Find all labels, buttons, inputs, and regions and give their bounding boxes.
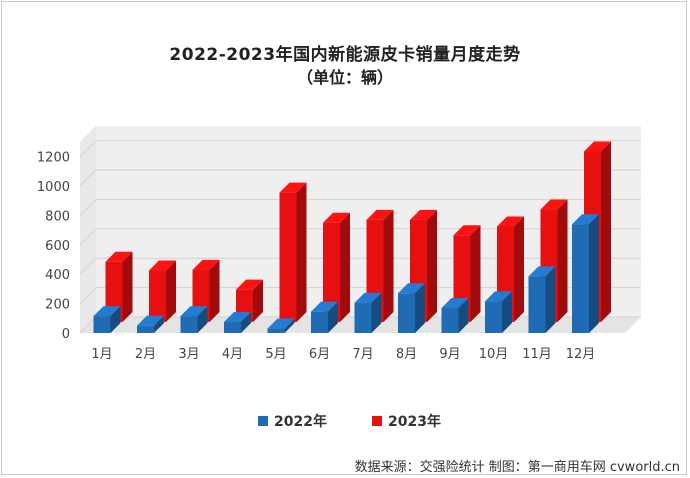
bar-2023年-6月[interactable] xyxy=(323,212,350,322)
y-tick-label: 200 xyxy=(45,298,70,313)
bar-2023年-2月[interactable] xyxy=(149,260,176,322)
x-tick-label: 12月 xyxy=(566,347,596,362)
x-tick-label: 5月 xyxy=(265,347,286,362)
bar-2022年-1月[interactable] xyxy=(93,306,121,333)
y-tick-label: 1000 xyxy=(37,180,70,195)
y-tick-label: 1200 xyxy=(37,151,70,166)
gridline-800 xyxy=(79,198,641,216)
legend-item-2023[interactable]: 2023年 xyxy=(372,411,441,431)
x-tick-label: 2月 xyxy=(135,347,156,362)
gridline-1200 xyxy=(79,140,641,157)
y-tick-label: 0 xyxy=(62,327,70,342)
bar-2022年-3月[interactable] xyxy=(180,306,208,333)
bar-2022年-8月[interactable] xyxy=(398,283,425,333)
y-tick-label: 800 xyxy=(45,209,70,224)
x-tick-label: 9月 xyxy=(439,347,460,362)
source-note: 数据来源：交强险统计 制图：第一商用车网 cvworld.cn xyxy=(354,460,680,475)
legend-label-2022: 2022年 xyxy=(274,414,327,430)
bar-2022年-6月[interactable] xyxy=(311,301,338,333)
chart-subtitle: （单位：辆） xyxy=(296,68,393,87)
legend-swatch-2022 xyxy=(258,416,268,426)
x-tick-label: 1月 xyxy=(91,347,112,362)
bar-2022年-10月[interactable] xyxy=(485,291,512,333)
bar-2022年-2月[interactable] xyxy=(137,315,164,333)
legend-swatch-2023 xyxy=(372,416,382,426)
bar-2022年-5月[interactable] xyxy=(267,318,295,333)
legend-label-2023: 2023年 xyxy=(388,414,441,430)
bar-2022年-9月[interactable] xyxy=(441,298,469,333)
bar-2022年-4月[interactable] xyxy=(224,311,251,333)
chart-title: 2022-2023年国内新能源皮卡销量月度走势 xyxy=(169,45,521,65)
x-tick-label: 10月 xyxy=(479,347,509,362)
bar-2023年-5月[interactable] xyxy=(279,182,307,322)
bar-2022年-11月[interactable] xyxy=(528,266,556,333)
y-tick-label: 600 xyxy=(45,239,70,254)
x-tick-label: 11月 xyxy=(522,347,552,362)
bar-2022年-7月[interactable] xyxy=(354,292,382,333)
bar-2022年-12月[interactable] xyxy=(572,214,599,333)
plot-side-wall xyxy=(80,125,96,334)
gridline-1000 xyxy=(79,169,641,187)
legend-item-2022[interactable]: 2022年 xyxy=(258,411,327,431)
x-tick-label: 7月 xyxy=(352,347,373,362)
gridline-600 xyxy=(79,228,641,246)
x-tick-label: 3月 xyxy=(178,347,199,362)
x-tick-label: 8月 xyxy=(396,347,417,362)
x-tick-label: 6月 xyxy=(309,347,330,362)
x-tick-label: 4月 xyxy=(222,347,243,362)
y-tick-label: 400 xyxy=(45,268,70,283)
